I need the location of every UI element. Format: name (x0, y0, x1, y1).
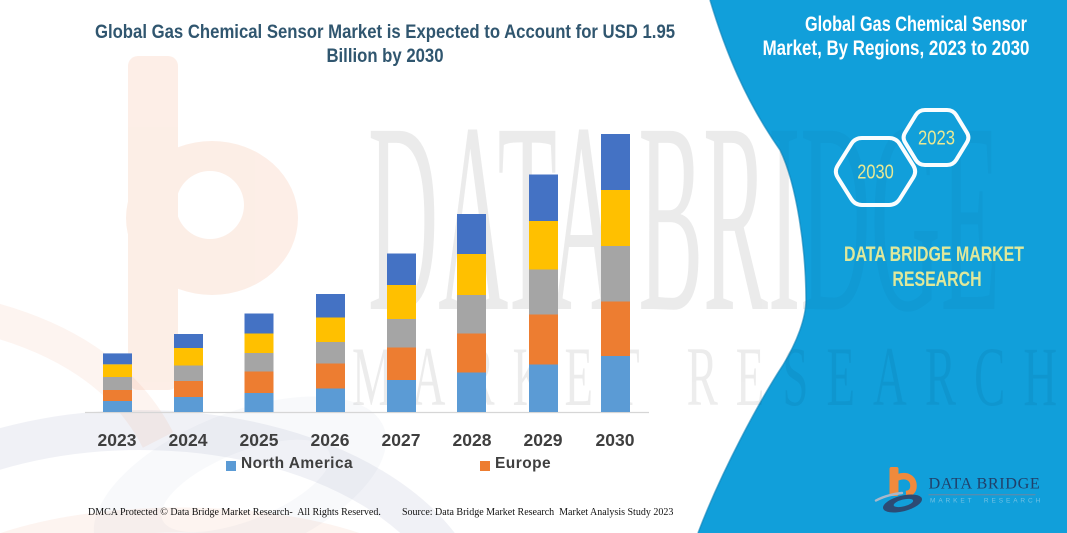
svg-text:2030: 2030 (857, 161, 894, 184)
svg-text:2023: 2023 (918, 127, 955, 150)
svg-text:DATA BRIDGE: DATA BRIDGE (368, 68, 1000, 369)
svg-text:MARKET RESEARCH: MARKET RESEARCH (930, 498, 1043, 505)
svg-text:DATA BRIDGE: DATA BRIDGE (929, 475, 1041, 493)
